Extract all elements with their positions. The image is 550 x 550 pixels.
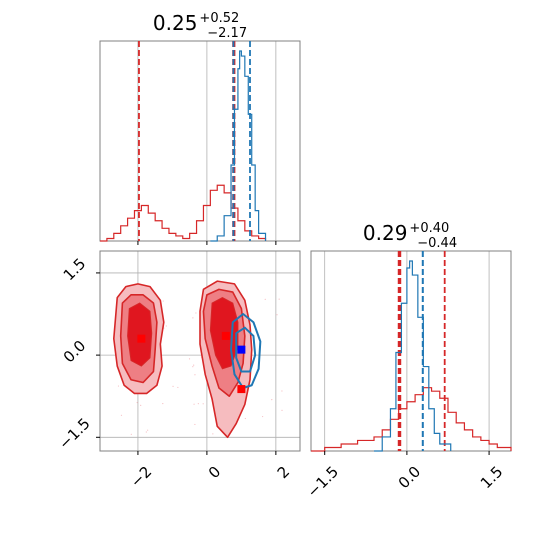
- bl-sample-point: [162, 300, 164, 302]
- bl-blue-contour-inner: [235, 326, 257, 373]
- bl-sample-point: [177, 386, 179, 389]
- bl-sample-point: [271, 399, 273, 401]
- bl-sample-point: [120, 414, 123, 416]
- bl-blue-contour-outer: [230, 313, 262, 389]
- bl-sample-point: [281, 390, 283, 392]
- br-xtick-label-2: 1.5: [477, 463, 507, 493]
- bl-sample-point: [192, 317, 194, 319]
- br-xtick-label-0: −1.5: [304, 463, 342, 501]
- bl-xtick-label-2: 2: [274, 463, 293, 482]
- histogram-title-param-1: 0.25 +0.52 −2.17: [153, 11, 247, 41]
- tl-hist-blue: [210, 50, 267, 242]
- tl-hist-red: [100, 184, 267, 242]
- br-hist-blue: [374, 260, 452, 452]
- bl-sample-point: [193, 403, 195, 405]
- bl-sample-point: [244, 417, 246, 420]
- bl-left-contour-inner: [127, 302, 153, 367]
- bl-sample-point: [202, 403, 204, 405]
- br-xtick-label-1: 0.0: [395, 463, 425, 493]
- br-frame: [310, 250, 512, 452]
- bl-sample-point: [194, 374, 196, 376]
- bl-ytick-label-1: 0.0: [60, 337, 90, 367]
- bl-sample-point: [212, 433, 214, 435]
- bl-sample-point: [140, 404, 142, 407]
- bl-sample-point: [147, 429, 149, 431]
- bl-sample-point: [278, 298, 280, 300]
- br-hist-red: [311, 387, 512, 452]
- bl-marker-3: [237, 385, 246, 394]
- bl-sample-point: [117, 385, 120, 387]
- bl-sample-point: [197, 403, 199, 405]
- bl-sample-point: [194, 423, 196, 426]
- bl-sample-point: [145, 431, 147, 433]
- bl-sample-point: [130, 433, 132, 435]
- bl-marker-0: [137, 334, 146, 343]
- histogram-panel-param-1: 0.25 +0.52 −2.17: [99, 11, 301, 245]
- bl-sample-point: [281, 409, 283, 411]
- bl-sample-point: [136, 401, 138, 404]
- histogram-title-param-2: 0.29 +0.40 −0.44: [363, 221, 457, 251]
- bl-marker-1: [221, 331, 230, 340]
- bl-sample-point: [172, 385, 174, 387]
- bl-sample-point: [192, 366, 194, 368]
- bl-frame: [99, 250, 301, 452]
- bl-sample-point: [276, 314, 278, 316]
- bl-xtick-label-0: −2: [127, 463, 155, 491]
- contour-panel: −2 0 2 −1.5 0.0 1.5: [55, 250, 301, 491]
- bl-marker-2: [237, 345, 246, 354]
- tl-frame: [99, 40, 301, 242]
- bl-sample-point: [162, 402, 164, 405]
- bl-sample-point: [195, 312, 197, 314]
- bl-sample-point: [193, 364, 195, 366]
- bl-sample-point: [188, 358, 191, 360]
- histogram-panel-param-2: 0.29 +0.40 −0.44 −1.5 0.0 1.5: [304, 221, 512, 501]
- bl-sample-point: [165, 325, 167, 327]
- bl-ytick-label-2: 1.5: [60, 255, 90, 285]
- bl-sample-point: [264, 298, 266, 300]
- bl-sample-point: [262, 415, 264, 418]
- bl-ytick-label-0: −1.5: [55, 415, 93, 453]
- bl-xtick-label-1: 0: [205, 463, 224, 482]
